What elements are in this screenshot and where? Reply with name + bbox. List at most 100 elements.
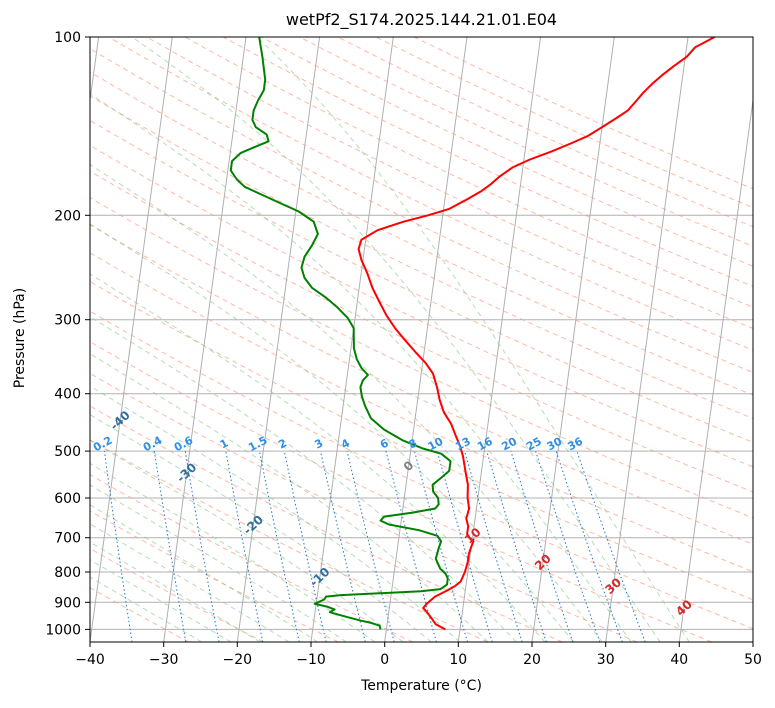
y-tick-label: 400 bbox=[54, 387, 81, 403]
moist-adiabat bbox=[90, 523, 290, 642]
background-lines-layer bbox=[90, 37, 753, 642]
dry-adiabat bbox=[90, 170, 753, 493]
dry-adiabat bbox=[90, 144, 753, 468]
mixing-ratio-line bbox=[153, 451, 187, 642]
mixing-ratio-line bbox=[103, 451, 133, 642]
mixing-ratio-line bbox=[414, 450, 468, 642]
x-axis-label: Temperature (°C) bbox=[361, 678, 482, 694]
mixing-ratio-line bbox=[346, 450, 395, 642]
dry-adiabat bbox=[90, 510, 339, 642]
moist-adiabat bbox=[90, 385, 461, 642]
dry-adiabat bbox=[90, 310, 753, 630]
plot-frame bbox=[89, 36, 754, 643]
chart-title: wetPf2_S174.2025.144.21.01.E04 bbox=[285, 10, 558, 29]
mixing-ratio-label: 8 bbox=[406, 436, 419, 451]
x-tick-label: 10 bbox=[449, 652, 467, 668]
dry-adiabat bbox=[90, 547, 264, 642]
mixing-ratio-label: 6 bbox=[378, 436, 391, 451]
mixing-ratio-line bbox=[225, 451, 264, 642]
mixing-ratio-line bbox=[535, 450, 601, 642]
mixing-ratio-line bbox=[184, 451, 220, 642]
dry-adiabat bbox=[90, 197, 753, 519]
mixing-ratio-line bbox=[436, 450, 493, 642]
mixing-ratio-line bbox=[283, 450, 327, 642]
moist-adiabat bbox=[90, 504, 319, 642]
x-tick-label: 0 bbox=[380, 652, 389, 668]
isotherm-label: -30 bbox=[174, 460, 199, 485]
isotherm-label: 0 bbox=[401, 458, 417, 474]
isotherm-gridline bbox=[310, 37, 394, 642]
dry-adiabat bbox=[299, 37, 753, 247]
isotherm-gridline bbox=[678, 96, 753, 642]
isotherm-gridline bbox=[236, 37, 321, 642]
isotherm-gridline bbox=[752, 638, 753, 642]
isotherm-label: 40 bbox=[673, 597, 695, 619]
dry-adiabat bbox=[375, 37, 753, 209]
mixing-ratio-label: 10 bbox=[426, 435, 446, 454]
isotherm-label: -40 bbox=[107, 408, 132, 433]
dewpoint-profile-line bbox=[229, 37, 452, 630]
mixing-ratio-line bbox=[320, 450, 366, 642]
isotherm-label: -10 bbox=[307, 565, 332, 590]
x-tick-label: −30 bbox=[149, 652, 179, 668]
mixing-ratio-line bbox=[486, 450, 547, 642]
dry-adiabat bbox=[90, 405, 563, 642]
x-tick-label: −10 bbox=[296, 652, 326, 668]
profile-lines-layer bbox=[229, 37, 715, 631]
isotherm-gridline bbox=[163, 37, 247, 642]
isotherm-label: 30 bbox=[602, 575, 624, 597]
x-tick-label: −20 bbox=[223, 652, 253, 668]
moist-adiabat bbox=[90, 353, 489, 642]
mixing-ratio-label: 30 bbox=[545, 435, 565, 454]
y-tick-label: 600 bbox=[54, 491, 81, 507]
y-tick-label: 800 bbox=[54, 565, 81, 581]
moist-adiabat bbox=[90, 223, 574, 642]
dry-adiabat bbox=[90, 252, 753, 573]
isotherm-label: 20 bbox=[532, 551, 554, 573]
mixing-ratio-label: 20 bbox=[499, 435, 519, 454]
moist-adiabat bbox=[90, 484, 347, 642]
moist-adiabat bbox=[131, 37, 661, 642]
dry-adiabat bbox=[108, 37, 753, 351]
moist-adiabat bbox=[90, 273, 546, 642]
x-tick-label: 30 bbox=[597, 652, 615, 668]
mixing-ratio-line bbox=[510, 450, 574, 642]
y-tick-label: 200 bbox=[54, 208, 81, 224]
temperature-profile-line bbox=[357, 37, 715, 631]
mixing-ratio-line bbox=[576, 450, 646, 642]
moist-adiabat bbox=[90, 541, 261, 642]
mixing-ratio-line bbox=[464, 450, 523, 642]
y-tick-label: 900 bbox=[54, 595, 81, 611]
axes-layer: −40 −30 −20 −10 0 10 20 30 40 5010020030040050060… bbox=[45, 30, 762, 668]
dry-adiabat bbox=[184, 37, 753, 308]
x-tick-label: 40 bbox=[670, 652, 688, 668]
mixing-ratio-line bbox=[259, 451, 300, 642]
moist-adiabat bbox=[90, 559, 232, 642]
mixing-ratio-label: 4 bbox=[339, 436, 352, 451]
moist-adiabat bbox=[90, 93, 632, 642]
mixing-ratio-label: 36 bbox=[565, 435, 585, 454]
dry-adiabat bbox=[90, 95, 753, 419]
moist-adiabat bbox=[90, 164, 603, 642]
y-tick-label: 700 bbox=[54, 531, 81, 547]
y-tick-label: 100 bbox=[54, 30, 81, 46]
mixing-ratio-label: 3 bbox=[312, 436, 325, 451]
isotherm-label: 10 bbox=[462, 525, 484, 547]
dry-adiabat bbox=[90, 341, 712, 642]
mixing-ratio-line bbox=[555, 450, 623, 642]
isotherm-gridline bbox=[531, 37, 615, 642]
isotherm-gridline bbox=[90, 37, 100, 104]
x-tick-label: 50 bbox=[744, 652, 762, 668]
mixing-ratio-label: 2 bbox=[276, 436, 289, 451]
moist-adiabat bbox=[90, 414, 432, 642]
dry-adiabat bbox=[90, 119, 753, 443]
mixing-ratio-line bbox=[385, 450, 437, 642]
dry-adiabat bbox=[90, 439, 488, 642]
line-labels-layer: 0.2 0.4 0.6 1 1.5 2 3 4 6 8 10 13 16 20 25 30 36-40-30-2… bbox=[91, 408, 695, 619]
y-tick-label: 500 bbox=[54, 444, 81, 460]
isotherm-gridline bbox=[90, 37, 173, 642]
dry-adiabat bbox=[90, 474, 414, 642]
moist-adiabat bbox=[90, 576, 203, 642]
dry-adiabat bbox=[90, 280, 753, 601]
